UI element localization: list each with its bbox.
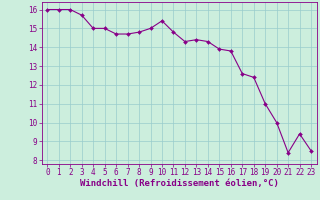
X-axis label: Windchill (Refroidissement éolien,°C): Windchill (Refroidissement éolien,°C) [80, 179, 279, 188]
